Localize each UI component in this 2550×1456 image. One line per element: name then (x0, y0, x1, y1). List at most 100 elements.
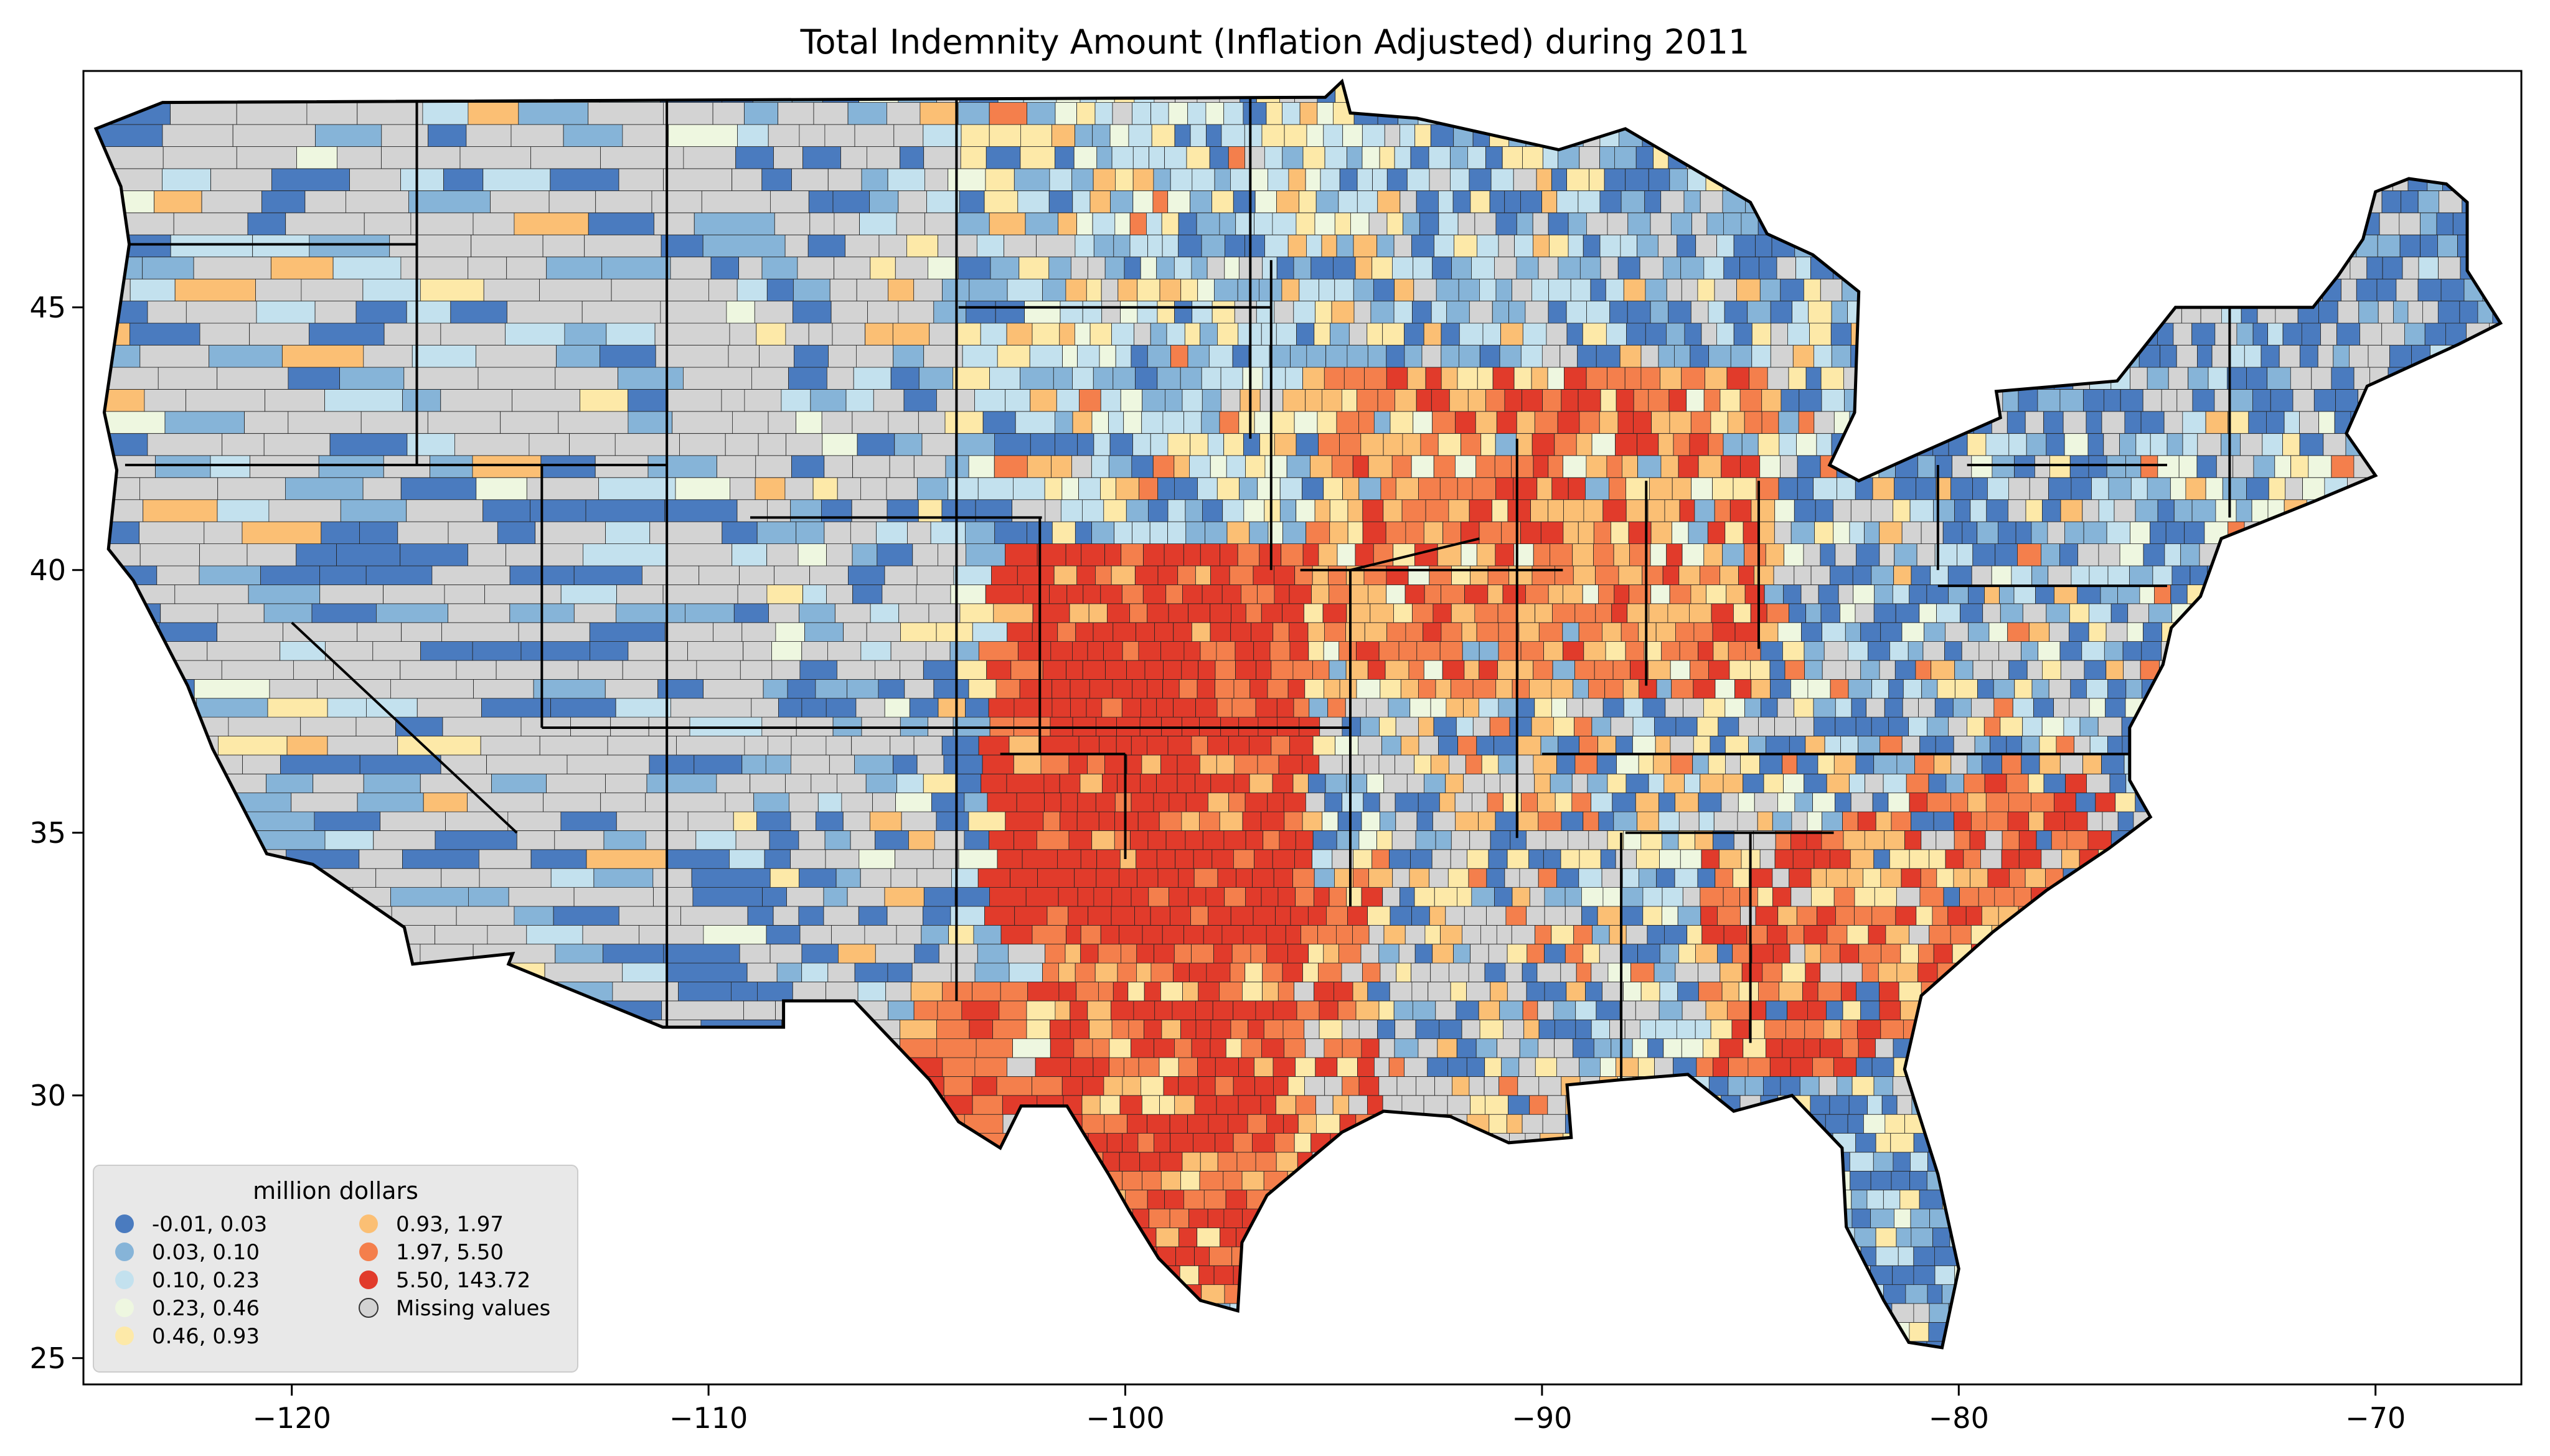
county-cell (1728, 641, 1746, 661)
county-cell (1583, 698, 1604, 718)
county-cell (796, 411, 822, 434)
county-cell (555, 944, 604, 964)
county-cell (1235, 641, 1254, 661)
county-cell (1050, 641, 1073, 661)
county-cell (1150, 433, 1169, 456)
county-cell (1271, 660, 1294, 680)
county-cell (1395, 754, 1415, 774)
county-cell (1624, 1019, 1640, 1040)
county-cell (865, 773, 897, 794)
county-cell (1807, 1000, 1827, 1020)
county-cell (798, 906, 824, 926)
county-cell (1999, 585, 2015, 604)
county-cell (1797, 455, 1821, 478)
county-cell (1114, 521, 1132, 545)
county-cell (1648, 389, 1670, 412)
county-cell (2070, 679, 2087, 699)
county-cell (923, 887, 956, 907)
county-cell (1933, 944, 1953, 964)
county-cell (1555, 792, 1573, 812)
county-cell (965, 698, 989, 718)
county-cell (1537, 1038, 1555, 1058)
county-cell (904, 679, 934, 699)
county-cell (1355, 543, 1374, 566)
county-cell (942, 1057, 976, 1077)
county-cell (319, 565, 367, 585)
county-cell (1199, 811, 1220, 831)
county-cell (1921, 830, 1937, 850)
county-cell (1909, 499, 1934, 522)
county-cell (158, 622, 217, 642)
county-cell (1318, 543, 1338, 566)
county-cell (1804, 773, 1827, 794)
county-cell (1470, 1095, 1485, 1115)
county-cell (2140, 455, 2158, 478)
county-cell (683, 367, 752, 390)
county-cell (416, 698, 482, 718)
county-cell (791, 754, 830, 774)
county-cell (1573, 565, 1596, 585)
county-cell (2014, 679, 2033, 699)
county-cell (1698, 455, 1722, 478)
county-cell (2039, 754, 2061, 774)
county-cell (2002, 830, 2020, 850)
county-cell (1963, 849, 1981, 869)
county-cell (1960, 603, 1983, 623)
county-cell (1216, 698, 1233, 718)
county-cell (1783, 773, 1805, 794)
county-cell (1687, 924, 1703, 945)
county-cell (2053, 792, 2076, 812)
county-cell (1677, 906, 1701, 926)
county-cell (1104, 1114, 1127, 1134)
county-cell (642, 565, 700, 585)
county-cell (926, 641, 951, 661)
county-cell (535, 521, 606, 545)
county-cell (824, 830, 851, 850)
county-cell (1367, 773, 1385, 794)
county-cell (1820, 1038, 1843, 1058)
county-cell (1390, 906, 1412, 926)
county-cell (1971, 565, 1992, 585)
county-cell (1518, 622, 1540, 642)
county-cell (740, 660, 773, 680)
county-cell (1484, 1076, 1500, 1096)
county-cell (1312, 849, 1333, 869)
county-cell (2228, 411, 2249, 434)
county-cell (423, 792, 468, 812)
county-cell (1984, 773, 2007, 794)
county-cell (1908, 641, 1924, 661)
county-cell (1490, 830, 1511, 850)
county-cell (1154, 622, 1174, 642)
county-cell (2285, 477, 2303, 500)
county-cell (1568, 477, 1586, 500)
county-cell (787, 679, 816, 699)
county-cell (1682, 1000, 1706, 1020)
county-cell (1077, 887, 1094, 907)
county-cell (837, 660, 875, 680)
county-cell (1553, 1000, 1576, 1020)
county-cell (1150, 906, 1170, 926)
county-cell (1833, 1057, 1857, 1077)
county-cell (1077, 433, 1094, 456)
county-cell (199, 565, 261, 585)
county-cell (1441, 585, 1465, 604)
county-cell (2031, 679, 2049, 699)
county-cell (1314, 499, 1330, 522)
county-cell (1026, 1000, 1056, 1020)
county-cell (1068, 754, 1088, 774)
county-cell (1055, 433, 1078, 456)
county-cell (2034, 455, 2050, 478)
county-cell (1612, 660, 1631, 680)
county-cell (1633, 389, 1649, 412)
county-cell (1502, 585, 1526, 604)
county-cell (1162, 924, 1184, 945)
county-cell (357, 792, 424, 812)
county-cell (1663, 1038, 1682, 1058)
county-cell (1429, 565, 1452, 585)
county-cell (1093, 1057, 1110, 1077)
county-cell (1142, 1095, 1160, 1115)
county-cell (1005, 543, 1038, 566)
county-cell (1391, 455, 1412, 478)
county-cell (1072, 411, 1093, 434)
county-cell (1254, 411, 1271, 434)
